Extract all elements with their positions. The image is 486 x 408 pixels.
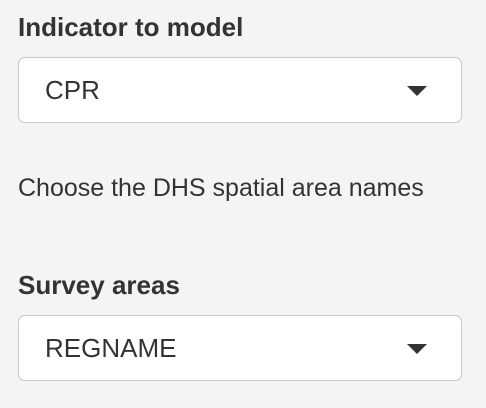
indicator-label: Indicator to model	[18, 12, 244, 42]
caret-down-icon	[407, 344, 427, 354]
spatial-area-help-text: Choose the DHS spatial area names	[18, 174, 424, 202]
survey-areas-select[interactable]: REGNAME	[18, 315, 462, 381]
caret-down-icon	[407, 86, 427, 96]
survey-areas-selected-value: REGNAME	[45, 333, 177, 363]
indicator-select[interactable]: CPR	[18, 57, 462, 123]
indicator-selected-value: CPR	[45, 75, 100, 105]
survey-areas-label: Survey areas	[18, 270, 180, 300]
